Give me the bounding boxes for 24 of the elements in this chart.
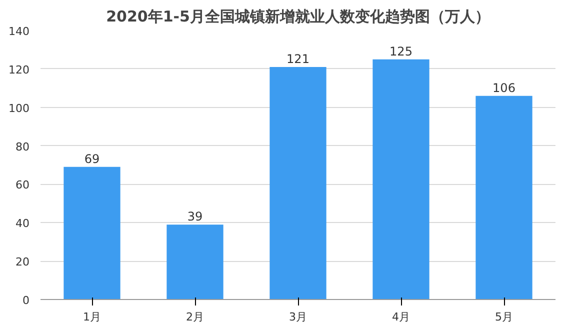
y-tick-label: 140 bbox=[8, 25, 30, 38]
data-label: 39 bbox=[187, 210, 203, 224]
x-tick-label: 1月 bbox=[83, 310, 101, 324]
x-tick-label: 3月 bbox=[289, 310, 307, 324]
y-tick-label: 40 bbox=[16, 217, 30, 230]
x-tick-label: 4月 bbox=[392, 310, 410, 324]
chart-title: 2020年1-5月全国城镇新增就业人数变化趋势图（万人） bbox=[106, 8, 490, 26]
y-tick-label: 80 bbox=[16, 140, 30, 154]
data-label: 125 bbox=[390, 44, 412, 58]
data-label: 106 bbox=[492, 80, 516, 95]
x-tick-label: 5月 bbox=[495, 310, 513, 324]
data-label: 69 bbox=[84, 152, 100, 166]
y-tick-label: 60 bbox=[16, 178, 30, 192]
y-tick-label: 100 bbox=[8, 102, 30, 115]
y-tick-label: 120 bbox=[8, 63, 30, 76]
y-tick-label: 0 bbox=[22, 294, 30, 307]
bar bbox=[270, 67, 326, 300]
data-label: 121 bbox=[286, 52, 310, 66]
bar bbox=[64, 166, 120, 300]
bar bbox=[476, 96, 532, 300]
bar bbox=[372, 59, 430, 300]
x-tick-label: 2月 bbox=[186, 310, 204, 324]
y-tick-label: 20 bbox=[16, 256, 30, 269]
bar bbox=[166, 224, 224, 300]
